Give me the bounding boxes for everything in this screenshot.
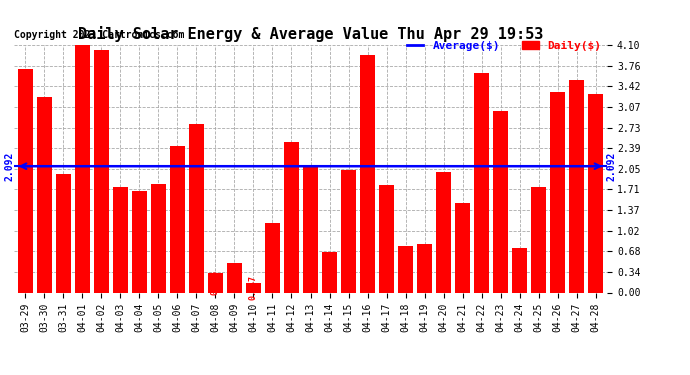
Bar	[379, 185, 394, 292]
Bar	[569, 80, 584, 292]
Bar	[360, 55, 375, 292]
Text: 2.114: 2.114	[306, 216, 315, 241]
Text: 3.521: 3.521	[572, 174, 581, 199]
Text: 1.475: 1.475	[458, 236, 467, 261]
Bar	[284, 142, 299, 292]
Text: 2.790: 2.790	[192, 196, 201, 221]
Text: 3.933: 3.933	[363, 161, 372, 186]
Text: 0.490: 0.490	[230, 265, 239, 290]
Bar	[455, 204, 471, 292]
Bar	[417, 244, 432, 292]
Bar	[341, 170, 356, 292]
Text: 3.245: 3.245	[40, 182, 49, 207]
Text: 0.316: 0.316	[211, 270, 220, 296]
Bar	[150, 184, 166, 292]
Text: 1.157: 1.157	[268, 245, 277, 270]
Text: 3.704: 3.704	[21, 168, 30, 193]
Text: 1.687: 1.687	[135, 229, 144, 254]
Text: 3.324: 3.324	[553, 180, 562, 205]
Bar	[94, 50, 109, 292]
Bar	[493, 111, 509, 292]
Bar	[18, 69, 33, 292]
Text: 1.784: 1.784	[382, 226, 391, 251]
Text: 0.764: 0.764	[401, 257, 410, 282]
Text: 3.643: 3.643	[477, 170, 486, 195]
Text: 2.092: 2.092	[5, 152, 15, 181]
Bar	[265, 223, 280, 292]
Text: Copyright 2021 Cartronics.com: Copyright 2021 Cartronics.com	[14, 30, 184, 40]
Text: 1.999: 1.999	[439, 220, 448, 245]
Text: 3.014: 3.014	[496, 189, 505, 214]
Bar	[132, 190, 147, 292]
Bar	[75, 45, 90, 292]
Bar	[303, 165, 318, 292]
Bar	[474, 73, 489, 292]
Text: 0.745: 0.745	[515, 258, 524, 282]
Text: 1.751: 1.751	[116, 227, 125, 252]
Bar	[227, 263, 242, 292]
Text: 3.281: 3.281	[591, 181, 600, 206]
Text: 1.790: 1.790	[154, 226, 163, 251]
Bar	[512, 248, 527, 292]
Text: 2.092: 2.092	[606, 152, 616, 181]
Bar	[398, 246, 413, 292]
Text: 2.499: 2.499	[287, 205, 296, 230]
Bar	[37, 97, 52, 292]
Text: 1.958: 1.958	[59, 221, 68, 246]
Bar	[112, 187, 128, 292]
Text: 2.431: 2.431	[173, 207, 182, 232]
Bar	[531, 188, 546, 292]
Text: 1.740: 1.740	[534, 228, 543, 252]
Text: 0.803: 0.803	[420, 256, 429, 281]
Bar	[208, 273, 223, 292]
Bar	[189, 124, 204, 292]
Bar	[322, 252, 337, 292]
Title: Daily Solar Energy & Average Value Thu Apr 29 19:53: Daily Solar Energy & Average Value Thu A…	[78, 27, 543, 42]
Text: 2.025: 2.025	[344, 219, 353, 244]
Text: 4.100: 4.100	[78, 156, 87, 181]
Bar	[588, 94, 603, 292]
Text: 0.672: 0.672	[325, 260, 334, 285]
Bar	[246, 283, 261, 292]
Bar	[550, 92, 565, 292]
Bar	[56, 174, 71, 292]
Bar	[436, 172, 451, 292]
Text: 4.016: 4.016	[97, 159, 106, 184]
Legend: Average($), Daily($): Average($), Daily($)	[407, 40, 602, 51]
Bar	[170, 146, 185, 292]
Text: 0.157: 0.157	[249, 275, 258, 300]
